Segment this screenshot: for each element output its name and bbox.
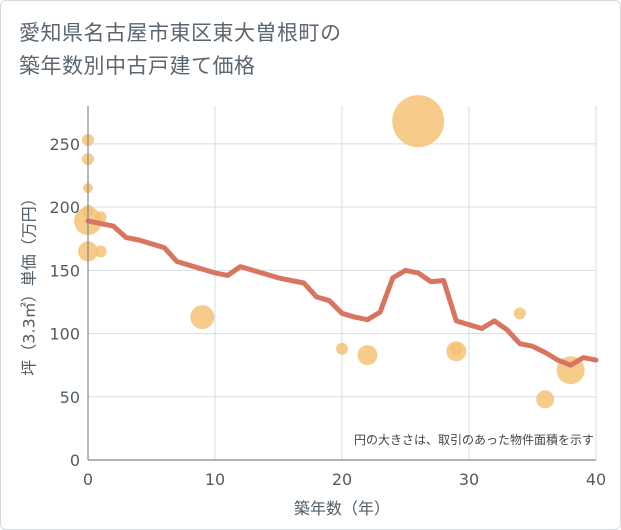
bubble-series — [74, 95, 585, 409]
x-tick-label: 30 — [459, 470, 479, 489]
bubble-point — [94, 245, 107, 258]
y-axis-label: 坪（3.3㎡）単価（万円） — [20, 190, 39, 375]
y-tick-label: 0 — [70, 451, 80, 470]
x-tick-label: 0 — [83, 470, 93, 489]
x-tick-label: 20 — [332, 470, 352, 489]
x-tick-label: 10 — [205, 470, 225, 489]
y-tick-label: 200 — [49, 198, 80, 217]
x-tick-label: 40 — [586, 470, 606, 489]
x-axis-label: 築年数（年） — [294, 499, 390, 518]
bubble-point — [336, 342, 348, 355]
grid-lines — [88, 106, 597, 460]
bubble-point — [450, 342, 463, 355]
bubble-point — [190, 305, 215, 330]
chart-title: 愛知県名古屋市東区東大曽根町の 築年数別中古戸建て価格 — [19, 21, 342, 78]
bubble-point — [513, 307, 526, 320]
trend-line-group — [85, 218, 599, 368]
bubble-point — [357, 345, 378, 366]
bubble-point — [392, 95, 445, 148]
trend-line — [85, 218, 599, 368]
bubble-size-note: 円の大きさは、取引のあった物件面積を示す — [354, 432, 594, 447]
bubble-point — [536, 390, 555, 409]
y-tick-label: 100 — [49, 325, 80, 344]
bubble-point — [94, 211, 107, 224]
y-tick-label: 250 — [49, 135, 80, 154]
y-tick-label: 50 — [60, 388, 80, 407]
axes: 0 50 100 150 200 250 0 10 20 30 40 — [49, 106, 606, 489]
y-tick-label: 150 — [49, 261, 80, 280]
